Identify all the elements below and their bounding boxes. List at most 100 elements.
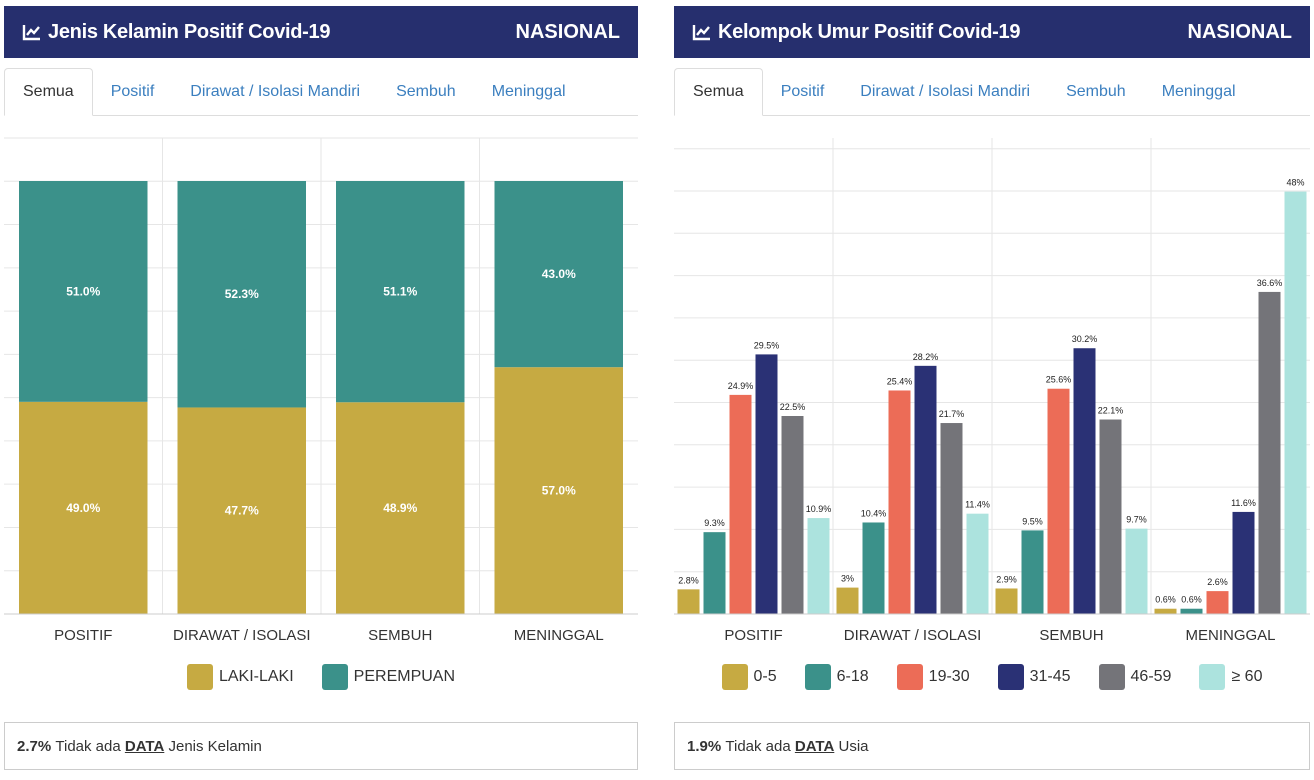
tab-sembuh[interactable]: Sembuh bbox=[396, 82, 456, 100]
gender-scope: NASIONAL bbox=[515, 20, 620, 43]
gender-legend: LAKI-LAKI PEREMPUAN bbox=[4, 662, 638, 692]
data-label: 48% bbox=[1286, 178, 1304, 188]
gender-missing-suffix: Jenis Kelamin bbox=[168, 737, 262, 755]
age-missing-text: Tidak ada bbox=[725, 737, 791, 755]
bar-age-0-5-positif bbox=[677, 589, 700, 614]
age-missing-suffix: Usia bbox=[838, 737, 869, 755]
data-label: 9.7% bbox=[1126, 515, 1147, 525]
data-label: 10.4% bbox=[861, 508, 887, 518]
data-label: 24.9% bbox=[728, 381, 754, 391]
bar-age-46-59-meninggal bbox=[1258, 291, 1281, 614]
data-label: 25.6% bbox=[1046, 375, 1072, 385]
legend-swatch-0-5 bbox=[721, 664, 748, 690]
legend-item-laki[interactable]: LAKI-LAKI bbox=[186, 664, 294, 690]
bar-age-6-18-meninggal bbox=[1180, 608, 1203, 614]
age-header: Kelompok Umur Positif Covid-19 NASIONAL bbox=[674, 6, 1310, 58]
bar-age-31-45-meninggal bbox=[1232, 511, 1255, 614]
bar-perempuan-positif bbox=[19, 181, 148, 402]
gender-data-link[interactable]: DATA bbox=[124, 737, 165, 755]
bar-age-19-30-sembuh bbox=[1047, 388, 1070, 614]
gender-footer: 2.7% Tidak ada DATA Jenis Kelamin bbox=[4, 722, 638, 770]
x-tick-label: DIRAWAT / ISOLASI bbox=[844, 627, 982, 644]
bar-age-46-59-positif bbox=[781, 416, 804, 614]
x-tick-label: MENINGGAL bbox=[1185, 627, 1275, 644]
legend-item-19-30[interactable]: 19-30 bbox=[896, 664, 970, 690]
x-tick-label: POSITIF bbox=[54, 627, 112, 644]
legend-swatch-60-plus bbox=[1199, 664, 1226, 690]
data-label: 3% bbox=[841, 574, 854, 584]
data-label: 2.8% bbox=[678, 575, 699, 585]
legend-swatch-6-18 bbox=[804, 664, 831, 690]
x-tick-label: SEMBUH bbox=[1039, 627, 1103, 644]
age-grouped-bar-chart: 2.8% 9.3% 24.9% 29.5% 22.5% 10.9% POSITIF 3% 10.… bbox=[674, 138, 1310, 644]
legend-label-31-45: 31-45 bbox=[1029, 668, 1071, 685]
legend-label-0-5: 0-5 bbox=[753, 668, 777, 685]
tab-dirawat[interactable]: Dirawat / Isolasi Mandiri bbox=[190, 82, 361, 100]
age-missing-pct: 1.9% bbox=[687, 737, 722, 755]
age-title: Kelompok Umur Positif Covid-19 bbox=[718, 20, 1021, 43]
bar-perempuan-sembuh bbox=[336, 181, 465, 403]
data-label: 9.3% bbox=[704, 518, 725, 528]
data-label: 51.1% bbox=[383, 285, 417, 299]
legend-swatch-perempuan bbox=[321, 664, 348, 690]
data-label: 9.5% bbox=[1022, 516, 1043, 526]
x-tick-label: SEMBUH bbox=[368, 627, 432, 644]
legend-swatch-31-45 bbox=[997, 664, 1024, 690]
data-label: 47.7% bbox=[225, 504, 259, 518]
bar-age-6-18-positif bbox=[703, 532, 726, 614]
data-label: 51.0% bbox=[66, 284, 100, 298]
tab-semua[interactable]: Semua bbox=[674, 68, 763, 116]
data-label: 43.0% bbox=[542, 267, 576, 281]
bar-age-46-59-sembuh bbox=[1099, 419, 1122, 614]
tab-positif[interactable]: Positif bbox=[110, 82, 155, 100]
legend-label-46-59: 46-59 bbox=[1130, 668, 1172, 685]
legend-label-19-30: 19-30 bbox=[928, 668, 970, 685]
data-label: 22.5% bbox=[780, 402, 806, 412]
line-chart-icon bbox=[22, 25, 40, 41]
legend-item-46-59[interactable]: 46-59 bbox=[1098, 664, 1172, 690]
legend-label-laki: LAKI-LAKI bbox=[218, 668, 294, 685]
legend-item-perempuan[interactable]: PEREMPUAN bbox=[321, 664, 456, 690]
legend-swatch-19-30 bbox=[896, 664, 923, 690]
legend-item-60-plus[interactable]: ≥ 60 bbox=[1199, 664, 1262, 690]
data-label: 48.9% bbox=[383, 501, 417, 515]
tab-sembuh[interactable]: Sembuh bbox=[1066, 82, 1126, 100]
data-label: 10.9% bbox=[806, 504, 832, 514]
bar-age-19-30-meninggal bbox=[1206, 591, 1229, 614]
gender-missing-pct: 2.7% bbox=[17, 737, 52, 755]
data-label: 0.6% bbox=[1181, 595, 1202, 605]
legend-label-perempuan: PEREMPUAN bbox=[353, 668, 456, 685]
legend-swatch-laki bbox=[186, 664, 213, 690]
age-data-link[interactable]: DATA bbox=[794, 737, 835, 755]
bar-age-31-45-positif bbox=[755, 354, 778, 614]
data-label: 25.4% bbox=[887, 376, 913, 386]
tab-meninggal[interactable]: Meninggal bbox=[1161, 82, 1236, 100]
gender-stacked-bar-chart: 49.0% 51.0% POSITIF 47.7% 52.3% DIRAWAT / ISO… bbox=[4, 137, 638, 644]
data-label: 11.6% bbox=[1231, 498, 1256, 508]
tab-semua[interactable]: Semua bbox=[4, 68, 93, 116]
data-label: 30.2% bbox=[1072, 334, 1098, 344]
x-tick-label: POSITIF bbox=[724, 627, 782, 644]
bar-age-60-positif bbox=[807, 518, 830, 614]
tab-meninggal[interactable]: Meninggal bbox=[491, 82, 566, 100]
data-label: 21.7% bbox=[939, 409, 965, 419]
age-panel: Kelompok Umur Positif Covid-19 NASIONAL … bbox=[674, 0, 1310, 780]
legend-label-6-18: 6-18 bbox=[836, 668, 869, 685]
data-label: 2.6% bbox=[1207, 577, 1228, 587]
legend-item-0-5[interactable]: 0-5 bbox=[721, 664, 777, 690]
age-legend: 0-5 6-18 19-30 31-45 46-59 ≥ 60 bbox=[674, 662, 1310, 692]
data-label: 52.3% bbox=[225, 287, 259, 301]
tab-positif[interactable]: Positif bbox=[780, 82, 825, 100]
age-tabs: Semua Positif Dirawat / Isolasi Mandiri … bbox=[674, 68, 1310, 116]
tab-dirawat[interactable]: Dirawat / Isolasi Mandiri bbox=[860, 82, 1031, 100]
legend-swatch-46-59 bbox=[1098, 664, 1125, 690]
bar-age-31-45-dirawat-isolasi bbox=[914, 365, 937, 614]
bar-age-0-5-meninggal bbox=[1154, 608, 1177, 614]
bar-age-0-5-sembuh bbox=[995, 588, 1018, 614]
x-tick-label: MENINGGAL bbox=[514, 627, 604, 644]
bar-age-19-30-positif bbox=[729, 394, 752, 614]
legend-item-6-18[interactable]: 6-18 bbox=[804, 664, 869, 690]
gender-tabs: Semua Positif Dirawat / Isolasi Mandiri … bbox=[4, 68, 638, 116]
legend-item-31-45[interactable]: 31-45 bbox=[997, 664, 1071, 690]
bar-age-60-sembuh bbox=[1125, 528, 1148, 614]
